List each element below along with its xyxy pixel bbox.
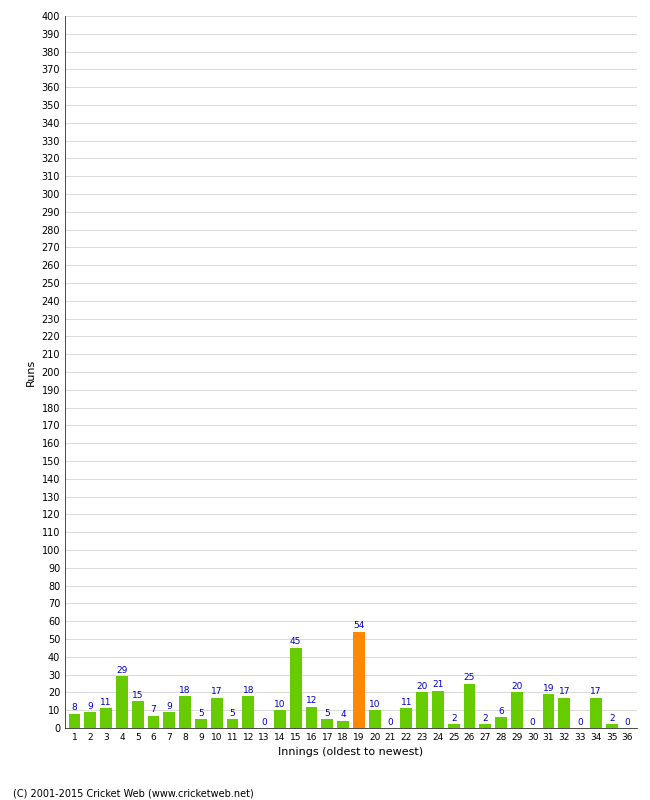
Text: 9: 9 <box>166 702 172 710</box>
Text: 54: 54 <box>353 622 365 630</box>
Bar <box>132 702 144 728</box>
Bar <box>68 714 81 728</box>
Bar <box>211 698 222 728</box>
X-axis label: Innings (oldest to newest): Innings (oldest to newest) <box>278 747 424 758</box>
Text: 11: 11 <box>400 698 412 707</box>
Text: 10: 10 <box>274 700 285 709</box>
Bar <box>558 698 570 728</box>
Bar <box>290 648 302 728</box>
Text: 20: 20 <box>511 682 523 691</box>
Text: 2: 2 <box>482 714 488 723</box>
Text: 11: 11 <box>100 698 112 707</box>
Bar <box>416 693 428 728</box>
Text: 4: 4 <box>341 710 346 719</box>
Text: 18: 18 <box>242 686 254 694</box>
Bar <box>480 725 491 728</box>
Text: 12: 12 <box>306 696 317 706</box>
Text: 19: 19 <box>543 684 554 693</box>
Bar <box>179 696 191 728</box>
Bar <box>163 712 176 728</box>
Text: 0: 0 <box>530 718 536 726</box>
Bar <box>511 693 523 728</box>
Text: (C) 2001-2015 Cricket Web (www.cricketweb.net): (C) 2001-2015 Cricket Web (www.cricketwe… <box>13 788 254 798</box>
Text: 8: 8 <box>72 703 77 712</box>
Bar <box>606 725 618 728</box>
Bar <box>306 706 317 728</box>
Bar <box>432 690 444 728</box>
Text: 20: 20 <box>417 682 428 691</box>
Text: 17: 17 <box>211 687 222 696</box>
Text: 10: 10 <box>369 700 380 709</box>
Bar <box>84 712 96 728</box>
Text: 2: 2 <box>609 714 614 723</box>
Bar <box>116 676 128 728</box>
Text: 0: 0 <box>577 718 583 726</box>
Bar <box>195 719 207 728</box>
Text: 0: 0 <box>625 718 630 726</box>
Bar <box>274 710 286 728</box>
Bar <box>369 710 381 728</box>
Bar <box>100 709 112 728</box>
Bar <box>400 709 412 728</box>
Bar <box>148 715 159 728</box>
Text: 7: 7 <box>151 705 157 714</box>
Text: 21: 21 <box>432 680 443 689</box>
Text: 5: 5 <box>229 709 235 718</box>
Text: 0: 0 <box>387 718 393 726</box>
Bar <box>353 632 365 728</box>
Bar <box>337 721 349 728</box>
Bar <box>543 694 554 728</box>
Text: 2: 2 <box>451 714 456 723</box>
Bar <box>227 719 239 728</box>
Text: 15: 15 <box>132 691 144 700</box>
Bar <box>448 725 460 728</box>
Text: 0: 0 <box>261 718 267 726</box>
Text: 45: 45 <box>290 638 302 646</box>
Bar <box>590 698 602 728</box>
Text: 5: 5 <box>198 709 203 718</box>
Text: 5: 5 <box>324 709 330 718</box>
Bar <box>242 696 254 728</box>
Bar <box>321 719 333 728</box>
Text: 17: 17 <box>590 687 602 696</box>
Bar <box>463 683 475 728</box>
Text: 25: 25 <box>464 673 475 682</box>
Text: 9: 9 <box>87 702 93 710</box>
Text: 17: 17 <box>558 687 570 696</box>
Y-axis label: Runs: Runs <box>26 358 36 386</box>
Text: 6: 6 <box>499 707 504 716</box>
Text: 29: 29 <box>116 666 127 675</box>
Text: 18: 18 <box>179 686 191 694</box>
Bar <box>495 718 507 728</box>
